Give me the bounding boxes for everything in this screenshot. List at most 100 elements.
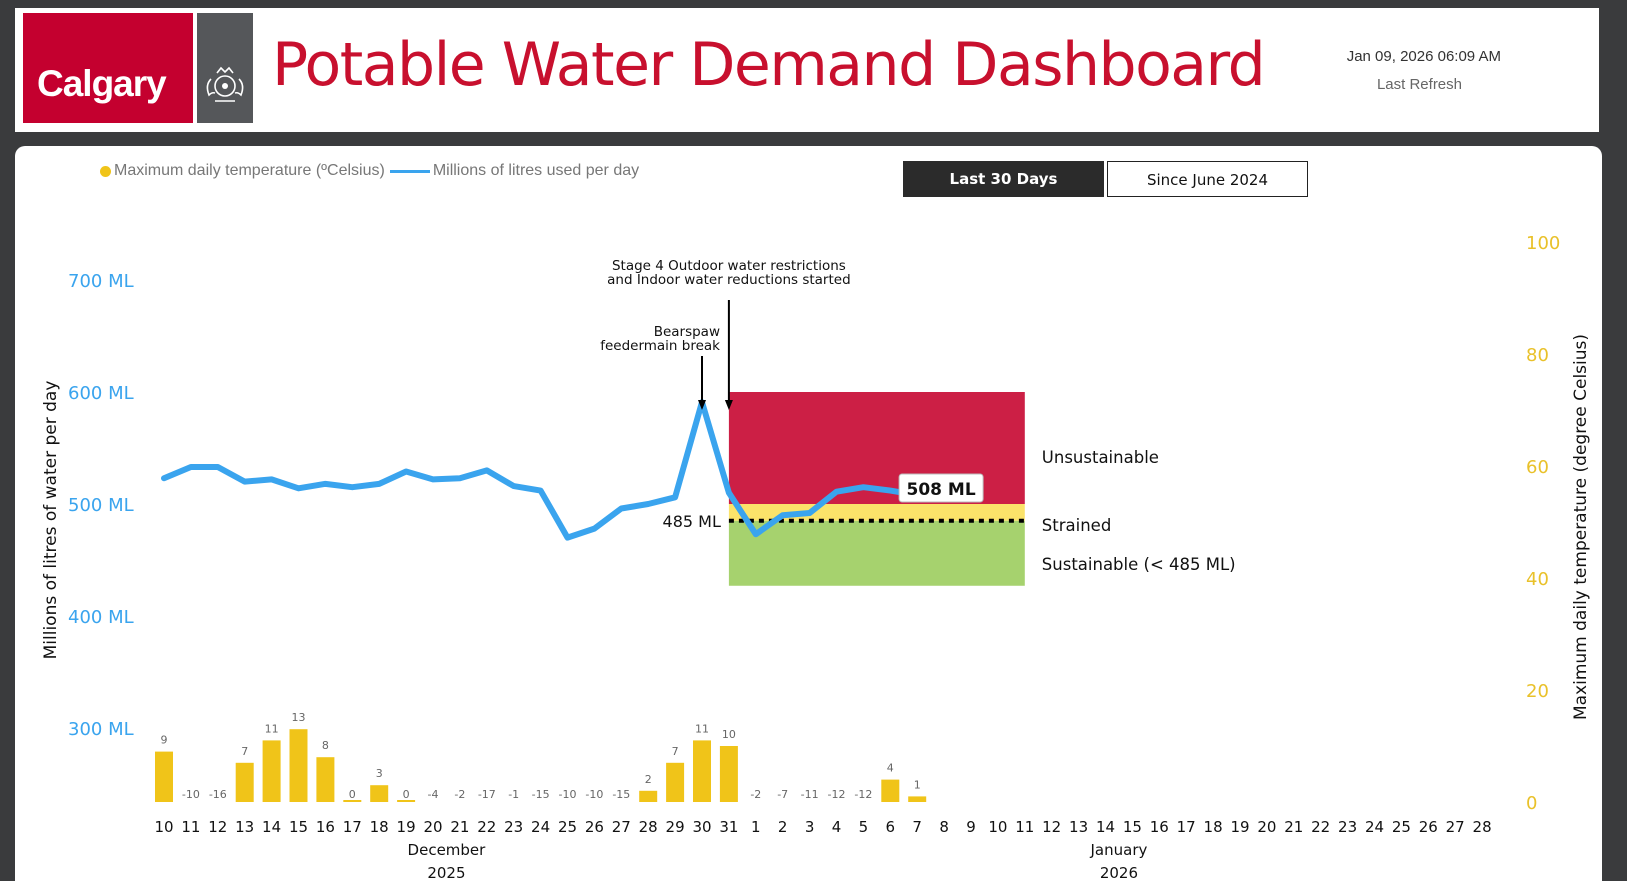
x-axis-tick: 13 <box>235 818 254 836</box>
x-axis-tick: 20 <box>1257 818 1276 836</box>
temperature-data-label: 10 <box>722 728 736 741</box>
since-june-2024-button[interactable]: Since June 2024 <box>1107 161 1308 197</box>
temperature-bar <box>666 762 685 802</box>
left-axis-title: Millions of litres of water per day <box>41 381 61 660</box>
calgary-logo: Calgary <box>23 13 193 123</box>
x-axis-tick: 27 <box>1446 818 1465 836</box>
last-refresh-time: Jan 09, 2026 06:09 AM <box>1346 48 1501 65</box>
x-axis-tick: 30 <box>692 818 711 836</box>
x-axis-month: December <box>408 841 487 859</box>
zone-sustainable <box>728 520 1025 586</box>
logo-text: Calgary <box>37 63 167 104</box>
x-axis-tick: 15 <box>289 818 308 836</box>
threshold-label: 485 ML <box>663 512 721 531</box>
x-axis-tick: 31 <box>719 818 738 836</box>
x-axis-tick: 17 <box>1177 818 1196 836</box>
temperature-bar <box>639 790 658 802</box>
annotation-stage4-arrowhead <box>724 400 733 410</box>
left-axis-tick: 600 ML <box>68 383 134 404</box>
x-axis-tick: 17 <box>343 818 362 836</box>
zone-strained <box>728 504 1025 521</box>
x-axis-tick: 21 <box>1284 818 1303 836</box>
temperature-data-label: -10 <box>182 788 200 801</box>
temperature-bar <box>235 762 254 802</box>
temperature-data-label: 1 <box>914 778 921 791</box>
temperature-data-label: -4 <box>428 788 439 801</box>
x-axis-tick: 18 <box>370 818 389 836</box>
temperature-data-label: 4 <box>887 762 894 775</box>
x-axis-tick: 23 <box>1338 818 1357 836</box>
x-axis-year: 2025 <box>427 864 465 881</box>
temperature-bar <box>908 796 927 802</box>
x-axis-tick: 25 <box>558 818 577 836</box>
x-axis-tick: 20 <box>423 818 442 836</box>
temperature-data-label: -16 <box>209 788 227 801</box>
temperature-data-label: -1 <box>508 788 519 801</box>
x-axis-tick: 24 <box>1365 818 1384 836</box>
x-axis-month: January <box>1090 841 1148 859</box>
temperature-bar <box>289 729 308 802</box>
x-axis-tick: 5 <box>859 818 869 836</box>
right-axis-tick: 40 <box>1526 569 1549 590</box>
x-axis-tick: 28 <box>1473 818 1492 836</box>
x-axis-tick: 11 <box>181 818 200 836</box>
x-axis-tick: 26 <box>1419 818 1438 836</box>
x-axis-tick: 14 <box>1096 818 1115 836</box>
temperature-data-label: 0 <box>349 788 356 801</box>
x-axis-tick: 29 <box>666 818 685 836</box>
temperature-data-label: 7 <box>672 745 679 758</box>
temperature-data-label: -2 <box>454 788 465 801</box>
temperature-data-label: 0 <box>403 788 410 801</box>
x-axis-tick: 24 <box>531 818 550 836</box>
temperature-data-label: -7 <box>777 788 788 801</box>
temperature-bar <box>262 740 281 802</box>
x-axis-year: 2026 <box>1100 864 1138 881</box>
temperature-data-label: 9 <box>161 734 168 747</box>
right-axis-title: Maximum daily temperature (degree Celsiu… <box>1571 334 1591 720</box>
left-axis-tick: 700 ML <box>68 271 134 292</box>
temperature-bar <box>397 800 416 802</box>
zone-label: Strained <box>1042 516 1112 535</box>
temperature-data-label: -15 <box>532 788 550 801</box>
temperature-data-label: 13 <box>292 711 306 724</box>
x-axis-tick: 26 <box>585 818 604 836</box>
x-axis-tick: 22 <box>1311 818 1330 836</box>
x-axis-tick: 2 <box>778 818 788 836</box>
zone-label: Unsustainable <box>1042 448 1159 467</box>
left-axis-tick: 400 ML <box>68 607 134 628</box>
x-axis-tick: 16 <box>316 818 335 836</box>
x-axis-tick: 18 <box>1204 818 1223 836</box>
x-axis-tick: 21 <box>450 818 469 836</box>
coat-of-arms-icon <box>197 13 253 123</box>
left-axis-tick: 500 ML <box>68 495 134 516</box>
x-axis-tick: 3 <box>805 818 815 836</box>
right-axis-tick: 0 <box>1526 793 1537 814</box>
right-axis-tick: 20 <box>1526 681 1549 702</box>
x-axis-tick: 1 <box>751 818 761 836</box>
x-axis-tick: 10 <box>154 818 173 836</box>
usage-line <box>161 399 948 541</box>
usage-legend-label: Millions of litres used per day <box>432 162 640 179</box>
temperature-data-label: -2 <box>750 788 761 801</box>
temperature-data-label: 11 <box>695 722 709 735</box>
temperature-data-label: 3 <box>376 767 383 780</box>
temperature-data-label: -15 <box>612 788 630 801</box>
x-axis-tick: 6 <box>886 818 896 836</box>
x-axis-tick: 28 <box>639 818 658 836</box>
right-axis-tick: 80 <box>1526 345 1549 366</box>
right-axis-tick: 100 <box>1526 233 1560 254</box>
x-axis-tick: 7 <box>912 818 922 836</box>
x-axis-tick: 25 <box>1392 818 1411 836</box>
chart-legend: Maximum daily temperature (ºCelsius) Mil… <box>100 162 639 180</box>
latest-value-label: 508 ML <box>907 480 976 500</box>
x-axis-tick: 4 <box>832 818 842 836</box>
x-axis-tick: 12 <box>1042 818 1061 836</box>
x-axis-tick: 10 <box>988 818 1007 836</box>
latest-value-box <box>898 473 984 503</box>
last-30-days-button[interactable]: Last 30 Days <box>903 161 1104 197</box>
temperature-bar <box>693 740 711 802</box>
temperature-bar <box>370 785 389 802</box>
x-axis-tick: 19 <box>397 818 416 836</box>
temperature-data-label: -12 <box>854 788 872 801</box>
